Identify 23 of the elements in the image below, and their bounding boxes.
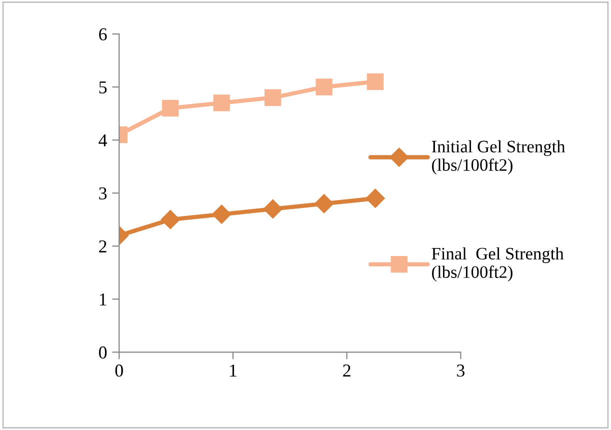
point [160,210,180,230]
y-tick-label: 3 [99,187,107,200]
point [264,89,282,106]
y-tick-label: 2 [99,240,106,252]
x-tick-label: 2 [343,364,350,377]
legend-label: Final Gel Strength (lbs/100ft2) [432,247,564,282]
point [263,199,282,219]
point [212,204,232,224]
point [366,188,385,208]
x-tick-label: 3 [457,364,465,377]
y-tick-label: 0 [99,346,107,359]
point [213,94,230,112]
point [162,100,179,117]
point [314,194,334,214]
y-tick-label: 4 [98,134,108,146]
y-tick-label: 6 [99,28,107,40]
x-tick-label: 0 [115,364,123,377]
y-tick-label: 5 [99,81,107,94]
point [366,73,384,90]
point [316,78,332,96]
y-tick-label: 1 [100,293,106,306]
legend-label: Initial Gel Strength (lbs/100ft2) [432,140,566,174]
x-tick-label: 1 [230,364,236,377]
